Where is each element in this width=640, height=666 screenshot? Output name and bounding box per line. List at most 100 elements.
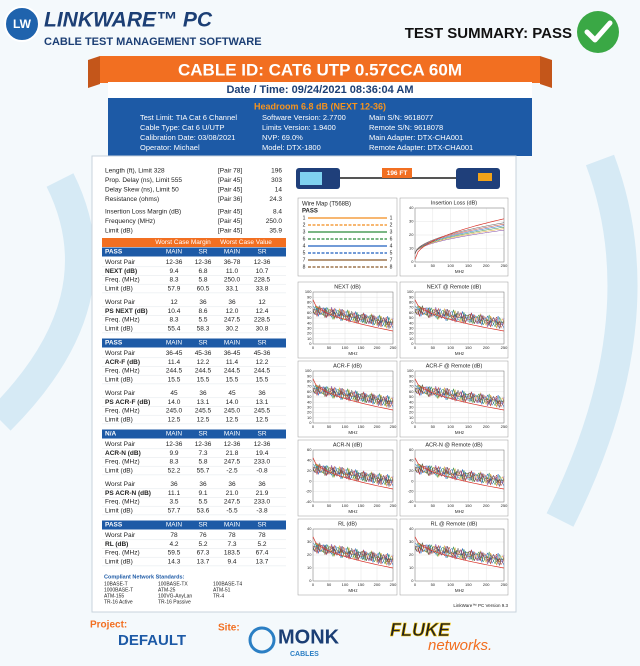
y-tick-label: -20 bbox=[408, 489, 415, 494]
info-item: Test Limit: TIA Cat 6 Channel bbox=[140, 113, 237, 122]
y-tick-label: 30 bbox=[409, 404, 414, 409]
y-tick-label: 20 bbox=[409, 232, 414, 237]
y-tick-label: 40 bbox=[409, 399, 414, 404]
result-value: 9.4 bbox=[169, 268, 178, 275]
result-value: 13.7 bbox=[197, 558, 210, 565]
test-summary: TEST SUMMARY: PASS bbox=[405, 25, 572, 42]
product-name: LINKWARE™ PC bbox=[44, 9, 213, 32]
section-column: MAIN bbox=[166, 340, 183, 347]
pin-label: 1 bbox=[303, 215, 306, 221]
standard: ATM-25 bbox=[158, 587, 176, 593]
x-axis-label: MHz bbox=[455, 351, 465, 356]
section-column: SR bbox=[198, 340, 207, 347]
y-tick-label: 40 bbox=[307, 320, 312, 325]
result-label: Freq. (MHz) bbox=[105, 368, 140, 375]
limit-line bbox=[414, 378, 505, 411]
result-value: 244.5 bbox=[254, 368, 271, 375]
x-tick-label: 100 bbox=[447, 503, 454, 508]
result-value: 10.7 bbox=[256, 268, 269, 275]
summary-pair: [Pair 36] bbox=[218, 196, 242, 203]
result-value: 52.2 bbox=[168, 467, 181, 474]
x-axis-label: MHz bbox=[455, 430, 465, 435]
section-column: MAIN bbox=[224, 340, 241, 347]
result-value: 12-36 bbox=[254, 259, 271, 266]
site-logo-sub: CABLES bbox=[290, 651, 319, 658]
x-tick-label: 200 bbox=[483, 503, 490, 508]
y-tick-label: 0 bbox=[411, 259, 414, 264]
result-value: 245.5 bbox=[195, 408, 212, 415]
result-value: 45-36 bbox=[195, 350, 212, 357]
result-value: 12 bbox=[170, 299, 178, 306]
result-value: 10.4 bbox=[168, 308, 181, 315]
x-tick-label: 250 bbox=[390, 424, 397, 429]
chart-title: ACR-F @ Remote (dB) bbox=[426, 363, 483, 369]
y-tick-label: 90 bbox=[409, 294, 414, 299]
result-value: 58.3 bbox=[197, 325, 210, 332]
result-value: 36 bbox=[258, 390, 266, 397]
limit-line bbox=[312, 536, 394, 569]
x-axis-label: MHz bbox=[455, 269, 465, 274]
result-value: -3.8 bbox=[256, 507, 268, 514]
summary-label: Limit (dB) bbox=[105, 228, 133, 235]
result-value: 57.7 bbox=[168, 507, 181, 514]
limit-line bbox=[414, 218, 505, 260]
x-tick-label: 200 bbox=[374, 503, 381, 508]
result-label: Worst Pair bbox=[105, 350, 136, 357]
result-value: 12 bbox=[258, 299, 266, 306]
x-tick-label: 200 bbox=[483, 263, 490, 268]
result-value: -5.5 bbox=[226, 507, 238, 514]
decor-swirl bbox=[0, 154, 638, 527]
project-label: Project: bbox=[90, 620, 127, 631]
summary-pair: [Pair 45] bbox=[218, 187, 242, 194]
result-label: Freq. (MHz) bbox=[105, 499, 140, 506]
result-value: 55.7 bbox=[197, 467, 210, 474]
result-label: Worst Pair bbox=[105, 532, 136, 539]
result-label: Limit (dB) bbox=[105, 325, 133, 332]
summary-pair: [Pair 45] bbox=[218, 228, 242, 235]
y-tick-label: 30 bbox=[409, 325, 414, 330]
section-column: MAIN bbox=[224, 249, 241, 256]
wire-map-frame bbox=[297, 197, 398, 277]
pin-label: 5 bbox=[303, 250, 306, 256]
date-time: Date / Time: 09/24/2021 08:36:04 AM bbox=[226, 84, 413, 96]
result-value: 245.5 bbox=[254, 408, 271, 415]
result-label: RL (dB) bbox=[105, 541, 128, 548]
y-tick-label: 0 bbox=[309, 478, 312, 483]
result-value: 21.9 bbox=[256, 490, 269, 497]
trace bbox=[414, 225, 505, 254]
trace bbox=[414, 223, 505, 254]
chart-title: ACR-N @ Remote (dB) bbox=[425, 442, 482, 448]
x-tick-label: 100 bbox=[342, 424, 349, 429]
section-status: PASS bbox=[105, 249, 123, 256]
x-tick-label: 0 bbox=[414, 503, 417, 508]
x-tick-label: 50 bbox=[327, 424, 332, 429]
result-value: 245.0 bbox=[224, 408, 241, 415]
y-tick-label: 10 bbox=[409, 336, 414, 341]
standard: 100BASE-T4 bbox=[213, 581, 242, 587]
trace bbox=[415, 386, 505, 408]
y-tick-label: 20 bbox=[307, 468, 312, 473]
chart-title: RL @ Remote (dB) bbox=[431, 521, 478, 527]
y-tick-label: 0 bbox=[309, 578, 312, 583]
result-label: Freq. (MHz) bbox=[105, 408, 140, 415]
x-tick-label: 150 bbox=[358, 582, 365, 587]
x-axis-label: MHz bbox=[348, 351, 358, 356]
y-tick-label: 90 bbox=[409, 373, 414, 378]
result-label: NEXT (dB) bbox=[105, 268, 137, 275]
x-tick-label: 200 bbox=[483, 424, 490, 429]
plot-frame bbox=[312, 370, 394, 424]
result-value: 60.5 bbox=[197, 285, 210, 292]
x-tick-label: 100 bbox=[447, 263, 454, 268]
limit-line bbox=[414, 457, 505, 490]
section-column: SR bbox=[198, 522, 207, 529]
standard: 100BASE-TX bbox=[158, 581, 188, 587]
result-value: 4.2 bbox=[169, 541, 178, 548]
y-tick-label: 60 bbox=[409, 447, 414, 452]
summary-pair: [Pair 45] bbox=[218, 218, 242, 225]
result-value: 67.3 bbox=[197, 550, 210, 557]
ribbon bbox=[100, 56, 540, 83]
standard: 1000BASE-T bbox=[104, 587, 133, 593]
section-column: SR bbox=[257, 249, 266, 256]
result-value: 12-36 bbox=[195, 441, 212, 448]
tester-remote-panel bbox=[478, 173, 492, 181]
